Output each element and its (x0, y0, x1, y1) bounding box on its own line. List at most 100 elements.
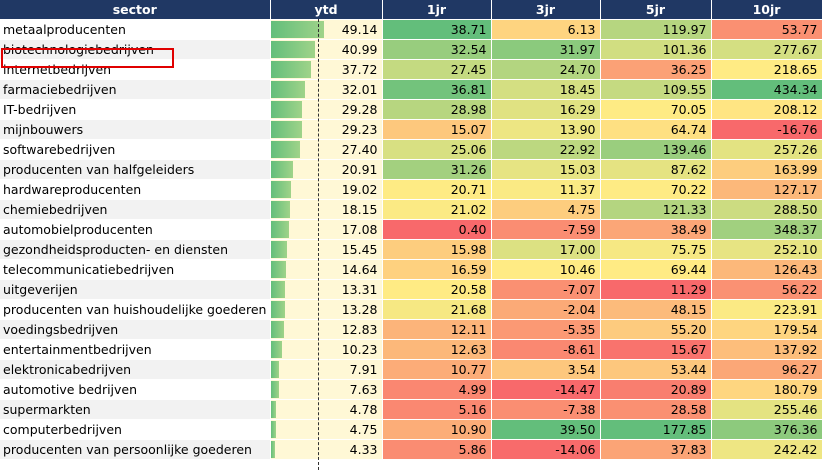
ytd-value: 4.75 (349, 422, 378, 437)
value-3jr: 10.46 (491, 259, 601, 280)
ytd-bar (270, 81, 306, 98)
value-10jr: 223.91 (711, 299, 822, 320)
sector-cell: biotechnologiebedrijven (0, 39, 271, 60)
value-5jr: 70.22 (600, 179, 712, 200)
value-3jr: 13.90 (491, 119, 601, 140)
value-5jr: 119.97 (600, 19, 712, 40)
table-row[interactable]: computerbedrijven 4.75 10.90 39.50 177.85 376… (0, 419, 822, 440)
table-row[interactable]: automotive bedrijven 7.63 4.99 -14.47 20.89 1… (0, 379, 822, 400)
table-row[interactable]: uitgeverijen 13.31 20.58 -7.07 11.29 56.22 (0, 279, 822, 300)
table-row[interactable]: hardwareproducenten 19.02 20.71 11.37 70.22 1… (0, 179, 822, 200)
value-10jr: 348.37 (711, 219, 822, 240)
table-row[interactable]: producenten van persoonlijke goederen 4.3… (0, 439, 822, 460)
value-3jr: 6.13 (491, 19, 601, 40)
value-3jr: 15.03 (491, 159, 601, 180)
header-ytd[interactable]: ytd (270, 0, 383, 20)
ytd-bar-cell: 4.78 (270, 399, 383, 420)
ytd-value: 15.45 (341, 242, 378, 257)
sector-cell: mijnbouwers (0, 119, 271, 140)
value-3jr: -8.61 (491, 339, 601, 360)
ytd-value: 12.83 (341, 322, 378, 337)
ytd-value: 10.23 (341, 342, 378, 357)
value-3jr: 17.00 (491, 239, 601, 260)
ytd-bar-cell: 27.40 (270, 139, 383, 160)
value-5jr: 109.55 (600, 79, 712, 100)
table-row[interactable]: voedingsbedrijven 12.83 12.11 -5.35 55.20 179… (0, 319, 822, 340)
ytd-bar-cell: 32.01 (270, 79, 383, 100)
value-3jr: 16.29 (491, 99, 601, 120)
ytd-bar-cell: 10.23 (270, 339, 383, 360)
table-row[interactable]: elektronicabedrijven 7.91 10.77 3.54 53.44 96… (0, 359, 822, 380)
ytd-bar-cell: 20.91 (270, 159, 383, 180)
sector-cell: automotive bedrijven (0, 379, 271, 400)
value-10jr: 53.77 (711, 19, 822, 40)
value-10jr: 208.12 (711, 99, 822, 120)
ytd-value: 19.02 (341, 182, 378, 197)
header-10jr[interactable]: 10jr (711, 0, 822, 20)
value-10jr: 96.27 (711, 359, 822, 380)
table-row[interactable]: gezondheidsproducten- en diensten 15.45 15… (0, 239, 822, 260)
ytd-bar (270, 321, 285, 338)
value-1jr: 12.63 (382, 339, 492, 360)
ytd-bar-cell: 7.91 (270, 359, 383, 380)
table-row[interactable]: mijnbouwers 29.23 15.07 13.90 64.74 -16.76 (0, 119, 822, 140)
ytd-value: 18.15 (341, 202, 378, 217)
value-10jr: 257.26 (711, 139, 822, 160)
sector-cell: uitgeverijen (0, 279, 271, 300)
sector-cell: internetbedrijven (0, 59, 271, 80)
table-row[interactable]: supermarkten 4.78 5.16 -7.38 28.58 255.46 (0, 399, 822, 420)
value-1jr: 0.40 (382, 219, 492, 240)
value-3jr: -14.06 (491, 439, 601, 460)
value-3jr: -2.04 (491, 299, 601, 320)
table-row[interactable]: entertainmentbedrijven 10.23 12.63 -8.61 15.… (0, 339, 822, 360)
value-1jr: 32.54 (382, 39, 492, 60)
value-5jr: 53.44 (600, 359, 712, 380)
value-1jr: 38.71 (382, 19, 492, 40)
value-5jr: 87.62 (600, 159, 712, 180)
value-3jr: 18.45 (491, 79, 601, 100)
value-3jr: -7.07 (491, 279, 601, 300)
table-row[interactable]: producenten van huishoudelijke goederen 1… (0, 299, 822, 320)
value-5jr: 28.58 (600, 399, 712, 420)
ytd-bar (270, 61, 312, 78)
value-10jr: 255.46 (711, 399, 822, 420)
header-1jr[interactable]: 1jr (382, 0, 492, 20)
value-1jr: 31.26 (382, 159, 492, 180)
value-1jr: 10.90 (382, 419, 492, 440)
table-row[interactable]: softwarebedrijven 27.40 25.06 22.92 139.46 25… (0, 139, 822, 160)
sector-cell: gezondheidsproducten- en diensten (0, 239, 271, 260)
value-10jr: 218.65 (711, 59, 822, 80)
ytd-bar-cell: 15.45 (270, 239, 383, 260)
ytd-bar-cell: 29.23 (270, 119, 383, 140)
value-1jr: 21.02 (382, 199, 492, 220)
value-1jr: 15.98 (382, 239, 492, 260)
value-10jr: -16.76 (711, 119, 822, 140)
value-3jr: -14.47 (491, 379, 601, 400)
table-row[interactable]: chemiebedrijven 18.15 21.02 4.75 121.33 288.5… (0, 199, 822, 220)
value-5jr: 11.29 (600, 279, 712, 300)
value-10jr: 288.50 (711, 199, 822, 220)
table-body: metaalproducenten 49.14 38.71 6.13 119.97 53.… (0, 19, 822, 460)
table-row[interactable]: producenten van halfgeleiders 20.91 31.26 1… (0, 159, 822, 180)
header-5jr[interactable]: 5jr (600, 0, 712, 20)
table-row[interactable]: IT-bedrijven 29.28 28.98 16.29 70.05 208.12 (0, 99, 822, 120)
ytd-value: 27.40 (341, 142, 378, 157)
table-row[interactable]: telecommunicatiebedrijven 14.64 16.59 10.46… (0, 259, 822, 280)
value-5jr: 20.89 (600, 379, 712, 400)
header-sector[interactable]: sector (0, 0, 271, 20)
table-row[interactable]: internetbedrijven 37.72 27.45 24.70 36.25 218… (0, 59, 822, 80)
sector-cell: computerbedrijven (0, 419, 271, 440)
ytd-value: 7.63 (349, 382, 378, 397)
table-row[interactable]: automobielproducenten 17.08 0.40 -7.59 38.49… (0, 219, 822, 240)
table-row[interactable]: metaalproducenten 49.14 38.71 6.13 119.97 53.… (0, 19, 822, 40)
ytd-bar (270, 441, 276, 458)
table-row[interactable]: farmaciebedrijven 32.01 36.81 18.45 109.55 43… (0, 79, 822, 100)
header-3jr[interactable]: 3jr (491, 0, 601, 20)
table-row[interactable]: biotechnologiebedrijven 40.99 32.54 31.97 10… (0, 39, 822, 60)
ytd-bar-cell: 14.64 (270, 259, 383, 280)
sector-cell: supermarkten (0, 399, 271, 420)
ytd-bar (270, 401, 276, 418)
sector-cell: elektronicabedrijven (0, 359, 271, 380)
ytd-value: 4.78 (349, 402, 378, 417)
value-10jr: 56.22 (711, 279, 822, 300)
